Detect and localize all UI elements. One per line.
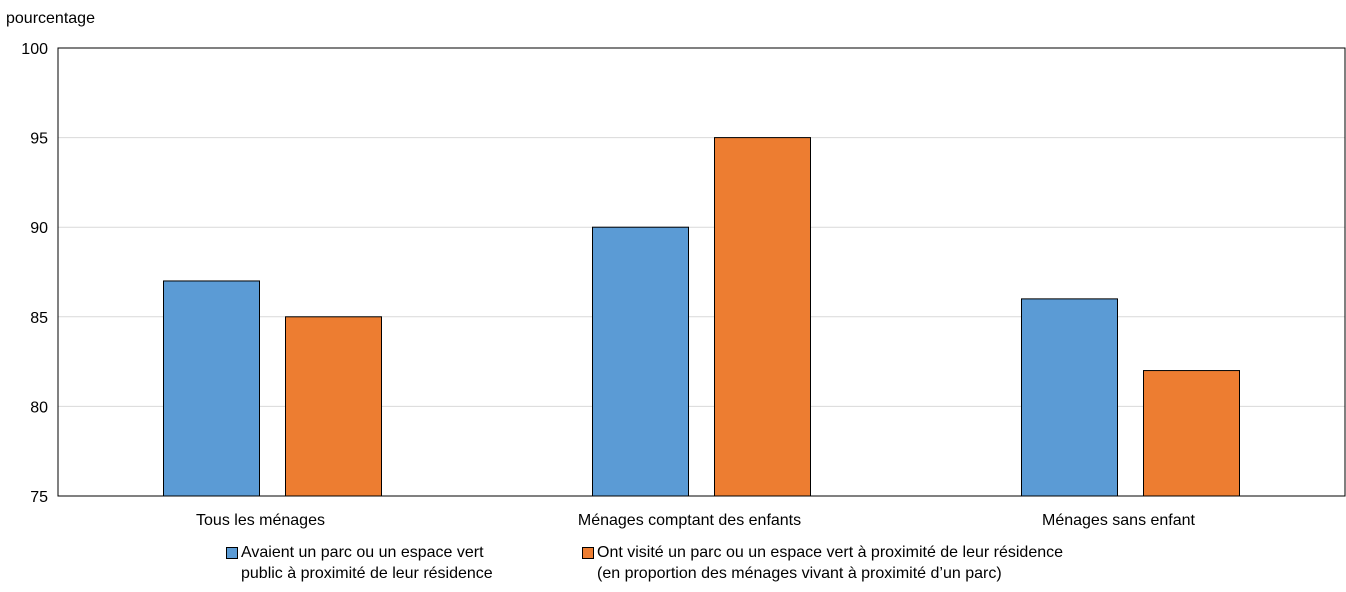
bar-2-3 — [1143, 370, 1240, 497]
bars — [163, 137, 1240, 497]
gridlines — [58, 137, 1345, 407]
bar-1-2 — [592, 226, 689, 497]
legend-item-1: Avaient un parc ou un espace vert public… — [226, 542, 493, 584]
bar-1-3 — [1021, 298, 1118, 497]
y-tick-label: 80 — [30, 399, 48, 416]
legend-label-2: Ont visité un parc ou un espace vert à p… — [597, 544, 1064, 582]
legend-label-1: Avaient un parc ou un espace vert public… — [241, 544, 493, 582]
y-tick-label: 85 — [30, 310, 48, 327]
plot-area-border — [57, 47, 1346, 497]
legend-swatch-1 — [226, 547, 238, 559]
bar-2-1 — [285, 316, 382, 497]
y-tick-label: 75 — [30, 489, 48, 506]
y-tick-label: 100 — [21, 41, 48, 58]
legend-swatch-2 — [582, 547, 594, 559]
y-axis-ticks: 75 80 85 90 95 100 — [21, 41, 48, 506]
bar-1-1 — [163, 280, 260, 497]
bar-2-2 — [714, 137, 811, 497]
x-tick-label: Ménages sans enfant — [1042, 512, 1196, 529]
legend-item-2: Ont visité un parc ou un espace vert à p… — [582, 542, 1063, 584]
y-tick-label: 90 — [30, 220, 48, 237]
y-axis-label: pourcentage — [6, 10, 95, 27]
x-tick-label: Ménages comptant des enfants — [578, 512, 801, 529]
x-tick-label: Tous les ménages — [196, 512, 325, 529]
x-axis-ticks: Tous les ménages Ménages comptant des enf… — [196, 512, 1196, 529]
y-tick-label: 95 — [30, 131, 48, 148]
